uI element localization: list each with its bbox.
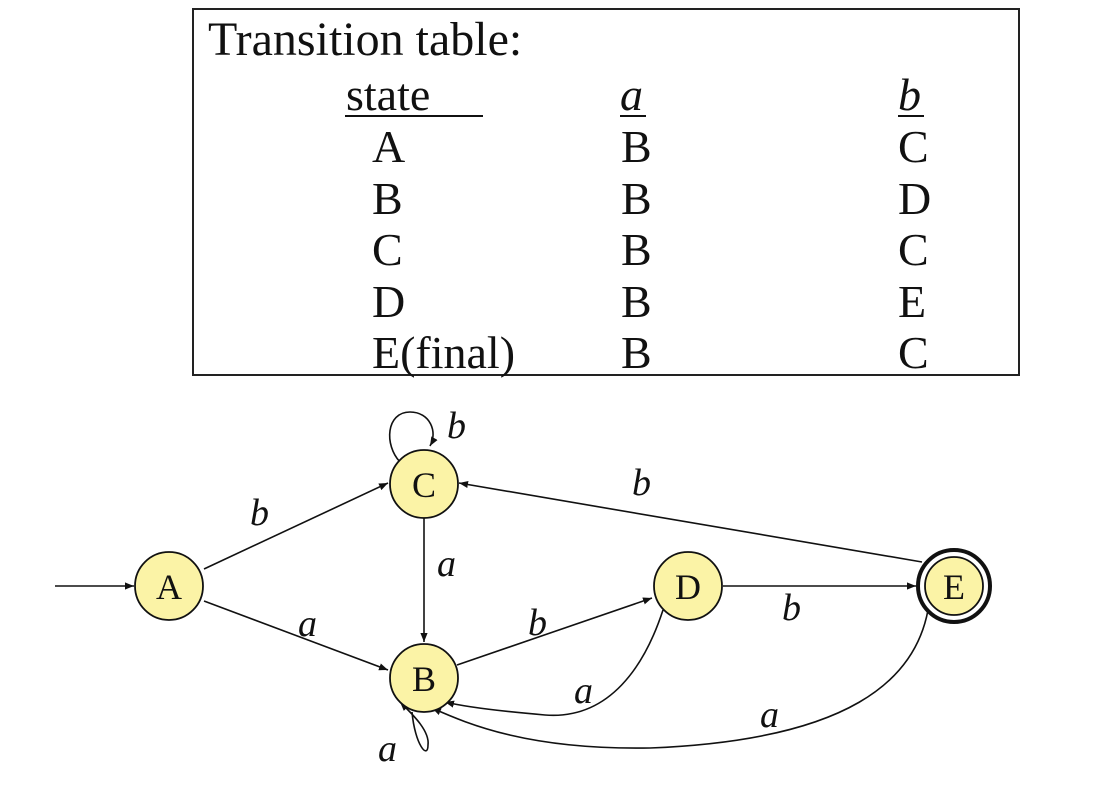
row-b-on-a: B xyxy=(621,173,652,224)
row-a-on-a: B xyxy=(621,121,652,172)
state-b-node xyxy=(389,643,459,713)
edge-e-to-c xyxy=(458,480,923,563)
state-b-label: B xyxy=(412,659,436,699)
state-d-node xyxy=(653,551,723,621)
edge-d-to-b xyxy=(444,609,664,716)
header-a-underline xyxy=(620,115,646,117)
row-d-on-b: E xyxy=(898,276,927,327)
edge-a-to-c xyxy=(203,482,389,570)
edge-c-self-loop xyxy=(388,411,438,463)
label-d-to-b: a xyxy=(574,670,593,712)
edge-a-to-b xyxy=(203,600,389,671)
header-state-underline xyxy=(345,115,483,117)
state-e-label: E xyxy=(943,567,965,607)
state-a-node xyxy=(134,551,204,621)
row-e-state: E(final) xyxy=(372,327,516,378)
header-a: a xyxy=(620,69,643,120)
state-d-label: D xyxy=(675,567,701,607)
header-b-underline xyxy=(898,115,924,117)
state-c-label: C xyxy=(412,465,436,505)
state-e-final-ring xyxy=(916,548,992,624)
row-e-on-b: C xyxy=(898,327,929,378)
edge-e-to-b xyxy=(431,609,929,749)
state-a-label: A xyxy=(156,567,182,607)
state-c-node xyxy=(389,449,459,519)
transition-table: Transition table: state a b A B C B B D … xyxy=(192,8,1020,376)
row-c-state: C xyxy=(372,224,403,275)
label-e-to-c: b xyxy=(632,462,651,504)
label-e-to-b: a xyxy=(760,694,779,736)
label-c-to-b: a xyxy=(437,543,456,585)
edge-b-to-d xyxy=(456,597,653,666)
label-a-to-c: b xyxy=(250,492,269,534)
edge-b-self-loop xyxy=(399,701,429,752)
row-b-on-b: D xyxy=(898,173,932,224)
row-d-state: D xyxy=(372,276,406,327)
label-a-to-b: a xyxy=(298,603,317,645)
row-a-state: A xyxy=(372,121,406,172)
label-d-to-e: b xyxy=(782,587,801,629)
row-b-state: B xyxy=(372,173,403,224)
table-title: Transition table: xyxy=(208,13,523,66)
header-b: b xyxy=(898,69,921,120)
label-b-to-d: b xyxy=(528,602,547,644)
label-c-self-loop: b xyxy=(447,405,466,447)
label-b-self-loop: a xyxy=(378,728,397,770)
row-c-on-b: C xyxy=(898,224,929,275)
row-d-on-a: B xyxy=(621,276,652,327)
row-a-on-b: C xyxy=(898,121,929,172)
header-state: state xyxy=(346,69,431,120)
row-c-on-a: B xyxy=(621,224,652,275)
row-e-on-a: B xyxy=(621,327,652,378)
state-e-node xyxy=(924,556,984,616)
